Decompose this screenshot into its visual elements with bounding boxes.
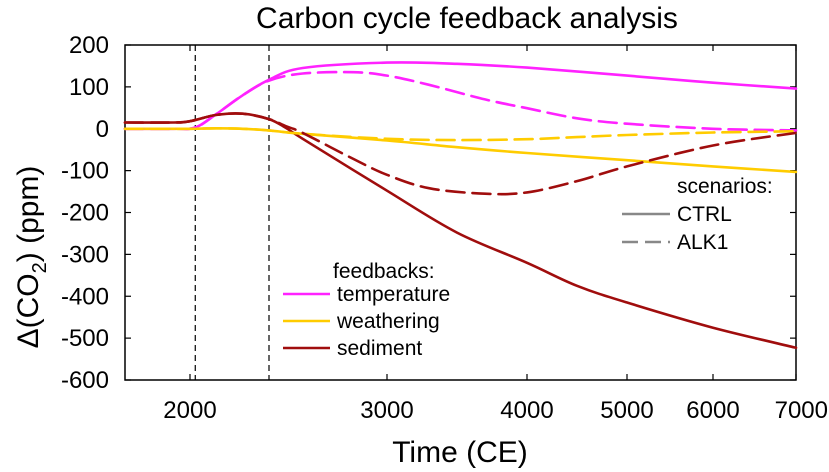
series-weathering-ctrl: [123, 127, 798, 174]
y-tick-label: -300: [61, 241, 109, 268]
legend-label-sediment: sediment: [337, 337, 422, 360]
plot-area: 200 100 0 -100 -200 -300 -400 -500 -600 2000 3000…: [61, 32, 828, 424]
series-temperature-alk1: [123, 70, 798, 132]
series-temperature-ctrl: [123, 61, 798, 131]
legend-feedbacks: feedbacks: temperature weathering sediment: [283, 260, 450, 360]
series-weathering-alk1: [123, 127, 798, 142]
legend-feedbacks-title: feedbacks:: [333, 260, 435, 283]
y-tick-label: -200: [61, 200, 109, 227]
legend-label-ctrl: CTRL: [677, 203, 732, 226]
legend-scenarios: scenarios: CTRL ALK1: [622, 175, 773, 254]
y-tick-label: -500: [61, 325, 109, 352]
y-tick-label: -100: [61, 158, 109, 185]
y-tick-label: 100: [69, 74, 109, 101]
y-axis-label: Δ(CO2) (ppm): [12, 166, 51, 349]
x-tick-label: 4000: [500, 397, 553, 424]
x-tick-label: 7000: [775, 397, 828, 424]
legend-label-temperature: temperature: [337, 283, 450, 306]
chart-title: Carbon cycle feedback analysis: [256, 2, 678, 35]
x-tick-label: 5000: [600, 397, 653, 424]
legend-scenarios-title: scenarios:: [677, 175, 773, 198]
x-tick-label: 3000: [360, 397, 413, 424]
x-tick-label: 6000: [686, 397, 739, 424]
x-axis-label: Time (CE): [392, 436, 528, 469]
series-sediment-alk1: [123, 112, 798, 196]
legend-label-alk1: ALK1: [677, 231, 728, 254]
y-tick-label: -400: [61, 283, 109, 310]
legend-label-weathering: weathering: [336, 310, 440, 333]
x-tick-label: 2000: [163, 397, 216, 424]
y-tick-label: 0: [96, 116, 109, 143]
y-tick-label: 200: [69, 32, 109, 59]
y-tick-label: -600: [61, 367, 109, 394]
